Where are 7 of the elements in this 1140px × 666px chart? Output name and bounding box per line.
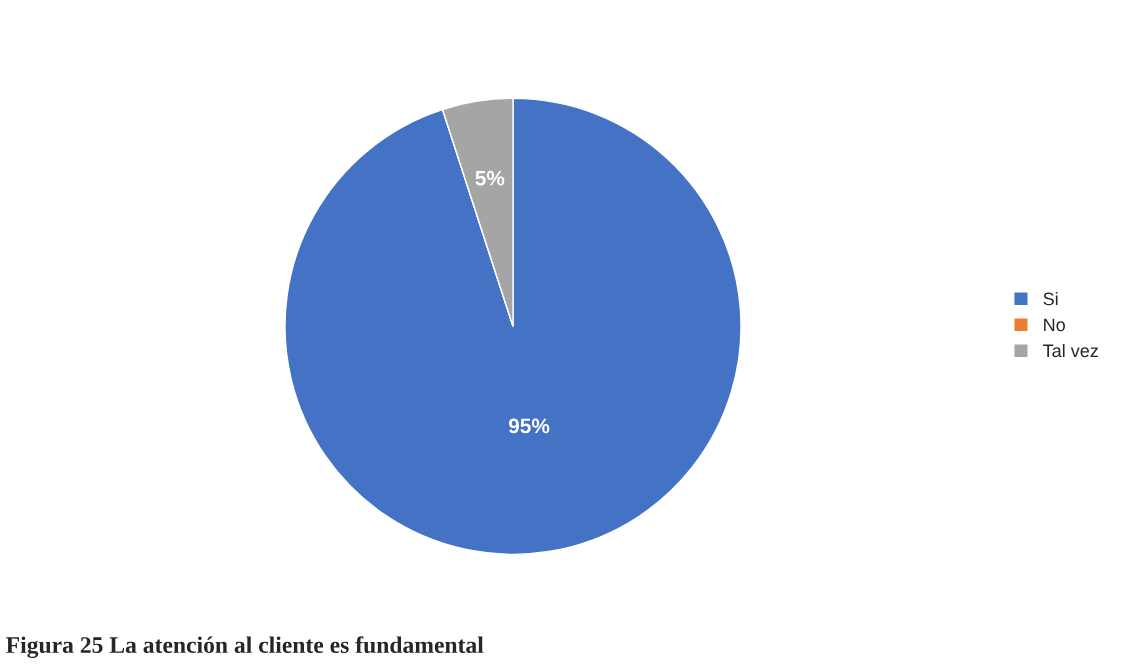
legend-label: Si [1043, 292, 1058, 306]
legend-label: No [1044, 318, 1065, 332]
data-label: 95% [508, 418, 550, 434]
pie-slice [284, 97, 742, 556]
legend-label: Tal vez [1043, 343, 1098, 358]
data-label: 5% [475, 170, 505, 186]
text: Figura 25 La atención al cliente es fundamental [6, 636, 484, 659]
